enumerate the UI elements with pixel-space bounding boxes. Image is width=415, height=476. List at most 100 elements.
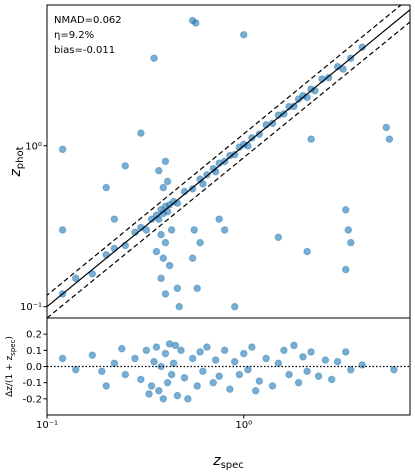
- point: [169, 359, 178, 368]
- y-axis-label-part: z: [8, 169, 24, 178]
- point: [161, 290, 170, 298]
- point: [358, 43, 366, 51]
- point: [102, 251, 111, 259]
- point: [180, 374, 189, 382]
- point: [215, 372, 223, 381]
- point: [339, 65, 347, 73]
- point: [173, 391, 182, 400]
- point: [299, 353, 307, 361]
- y-axis-label: zphot: [8, 146, 26, 177]
- point: [118, 344, 126, 353]
- point: [244, 141, 252, 150]
- point: [58, 226, 67, 234]
- point: [137, 375, 145, 384]
- point: [157, 230, 165, 239]
- point: [314, 372, 323, 381]
- point: [230, 150, 239, 159]
- point: [251, 386, 260, 395]
- point: [341, 348, 350, 356]
- point: [165, 261, 174, 270]
- point: [226, 385, 234, 393]
- point: [193, 382, 201, 390]
- y-axis-label-part: ): [5, 336, 15, 340]
- point: [150, 54, 158, 63]
- point: [150, 357, 158, 366]
- point: [154, 386, 163, 395]
- point: [268, 382, 277, 390]
- point: [145, 390, 153, 398]
- point: [163, 177, 172, 186]
- point: [88, 351, 97, 359]
- point: [290, 102, 298, 111]
- point: [159, 395, 168, 403]
- point: [110, 215, 119, 223]
- point: [102, 382, 111, 390]
- y-axis-label-part: spec: [9, 339, 17, 355]
- annotation: NMAD=0.062: [54, 15, 122, 26]
- point: [190, 226, 198, 234]
- point: [152, 343, 161, 351]
- point: [255, 130, 264, 139]
- y-tick-label: -0.2: [22, 394, 42, 405]
- reference-line: [47, 21, 410, 318]
- x-tick-label: 10⁻¹: [36, 420, 58, 431]
- point: [193, 284, 201, 293]
- y-axis-label-part: Δz/(1 + z: [5, 356, 15, 397]
- point: [161, 238, 170, 247]
- point: [188, 254, 197, 263]
- y-tick-label: -0.1: [22, 378, 42, 389]
- point: [71, 274, 80, 283]
- point: [303, 367, 311, 376]
- point: [131, 354, 139, 363]
- point: [382, 123, 391, 132]
- point: [161, 349, 170, 358]
- point: [358, 361, 366, 369]
- point: [157, 362, 165, 371]
- point: [203, 343, 211, 351]
- point: [262, 354, 270, 363]
- y-tick-label: 0.2: [26, 330, 42, 341]
- point: [230, 302, 239, 311]
- plot-area: [58, 340, 398, 403]
- point: [346, 238, 355, 247]
- y-tick-label: 10⁻¹: [20, 302, 42, 313]
- point: [346, 365, 355, 374]
- point: [191, 19, 200, 27]
- annotation: bias=-0.011: [54, 45, 115, 56]
- point: [137, 129, 145, 137]
- point: [220, 226, 229, 234]
- point: [390, 365, 398, 374]
- point: [121, 370, 130, 379]
- point: [290, 341, 298, 350]
- point: [274, 359, 283, 368]
- x-axis-label-part: z: [212, 453, 221, 469]
- point: [307, 135, 315, 143]
- point: [239, 349, 248, 358]
- point: [248, 134, 256, 142]
- point: [333, 357, 342, 366]
- point: [327, 375, 336, 384]
- point: [142, 226, 151, 234]
- point: [58, 145, 67, 154]
- point: [307, 348, 315, 356]
- point: [163, 378, 172, 387]
- point: [161, 157, 170, 166]
- plot-area: [47, 5, 410, 318]
- point: [230, 357, 239, 366]
- point: [188, 185, 197, 193]
- point: [255, 377, 264, 385]
- point: [167, 226, 176, 234]
- y-axis-label: Δz/(1 + zspec): [5, 336, 17, 397]
- point: [177, 346, 185, 355]
- y-tick-label: 0.0: [26, 362, 42, 373]
- point: [209, 378, 218, 387]
- point: [184, 395, 192, 403]
- point: [311, 86, 319, 95]
- point: [88, 270, 97, 278]
- point: [175, 302, 184, 311]
- point: [159, 183, 168, 192]
- point: [110, 359, 119, 368]
- point: [199, 367, 207, 376]
